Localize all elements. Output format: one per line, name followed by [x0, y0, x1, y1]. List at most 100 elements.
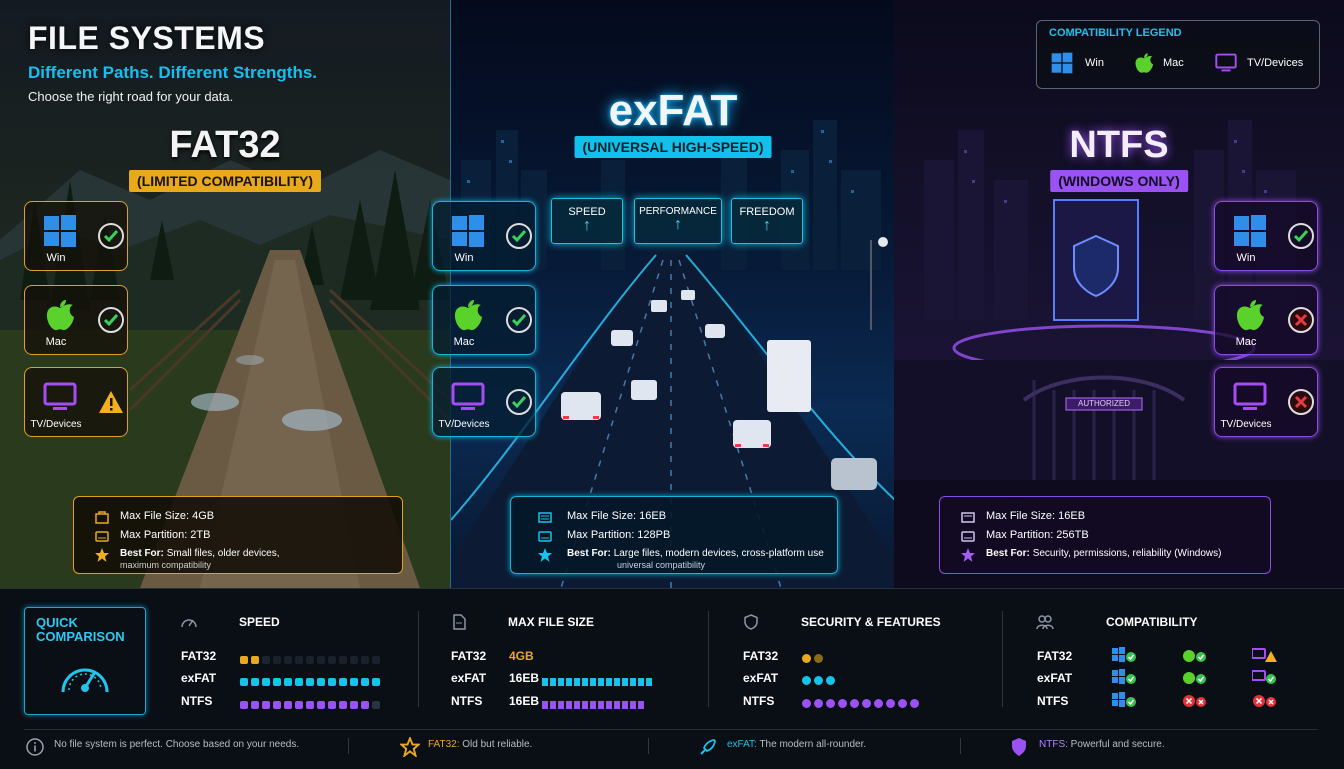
check-icon — [506, 307, 532, 333]
file-size-segment-ntfs — [638, 701, 644, 709]
speed-bar-ntfs — [240, 696, 383, 709]
star-icon — [95, 548, 109, 562]
qc-title-2: COMPARISON — [36, 629, 125, 644]
compat-cell-exfat-apple — [1182, 669, 1208, 691]
partition-icon — [961, 531, 975, 542]
speed-segment-fat32 — [306, 656, 314, 664]
mfs-name-exfat: exFAT — [451, 671, 487, 685]
speed-segment-fat32 — [251, 656, 259, 664]
file-size-segment-exfat — [566, 678, 572, 686]
fat32-tv-card: TV/Devices — [24, 367, 128, 437]
footer-exfat: exFAT: The modern all-rounder. — [727, 739, 866, 750]
footer-exfat-text: The modern all-rounder. — [759, 739, 867, 750]
fat32-mac-card: Mac — [24, 285, 128, 355]
legend-tv: TV/Devices — [1247, 57, 1304, 69]
speed-segment-ntfs — [240, 701, 248, 709]
speed-segment-fat32 — [350, 656, 358, 664]
ntfs-tv-card: TV/Devices — [1214, 367, 1318, 437]
speed-segment-exfat — [350, 678, 358, 686]
speed-header: SPEED — [239, 615, 280, 629]
footer-ntfs-label: NTFS: — [1039, 739, 1068, 750]
sec-name-exfat: exFAT — [743, 671, 779, 685]
check-icon — [506, 389, 532, 415]
divider — [418, 611, 419, 707]
shield-icon — [744, 614, 758, 630]
file-size-segment-ntfs — [558, 701, 564, 709]
exfat-max-file-size: Max File Size: 16EB — [567, 510, 667, 522]
legend-mac: Mac — [1163, 57, 1184, 69]
file-size-icon — [538, 512, 552, 523]
file-size-segment-ntfs — [614, 701, 620, 709]
speed-name-ntfs: NTFS — [181, 694, 213, 708]
speed-name-exfat: exFAT — [181, 671, 217, 685]
exfat-tv-card: TV/Devices — [432, 367, 536, 437]
fat32-best-for: Small files, older devices, — [166, 548, 280, 559]
compatibility-legend: COMPATIBILITY LEGEND Win Mac TV/Devices — [1036, 20, 1320, 89]
fat32-mac-label: Mac — [45, 336, 67, 348]
quick-comparison-bar: QUICK COMPARISON SPEED FAT32 exFAT NTFS M… — [0, 588, 1344, 769]
ntfs-win-card: Win — [1214, 201, 1318, 271]
speed-segment-exfat — [372, 678, 380, 686]
compat-name-fat32: FAT32 — [1037, 649, 1073, 663]
ntfs-best-for-row: Best For: Security, permissions, reliabi… — [986, 548, 1221, 559]
fat32-max-partition: Max Partition: 2TB — [120, 529, 211, 541]
ntfs-mac-card: Mac — [1214, 285, 1318, 355]
exfat-title: exFAT — [608, 86, 738, 135]
footer-divider — [648, 738, 649, 754]
page-subtitle: Different Paths. Different Strengths. — [28, 63, 318, 82]
file-size-segment-ntfs — [598, 701, 604, 709]
quick-comparison-badge: QUICK COMPARISON — [24, 607, 146, 715]
file-size-segment-exfat — [582, 678, 588, 686]
tv-icon — [1215, 53, 1237, 72]
security-dot-ntfs — [802, 699, 811, 708]
ntfs-info-box: Max File Size: 16EB Max Partition: 256TB… — [939, 496, 1271, 574]
gate-sign-text: AUTHORIZED — [1078, 399, 1130, 408]
exfat-info-box: Max File Size: 16EB Max Partition: 128PB… — [510, 496, 838, 574]
speed-segment-fat32 — [273, 656, 281, 664]
file-size-segment-ntfs — [550, 701, 556, 709]
exfat-best-for-2: universal compatibility — [617, 560, 706, 570]
file-size-segment-exfat — [574, 678, 580, 686]
file-size-segment-exfat — [590, 678, 596, 686]
feature-speed: SPEED ↑ — [551, 198, 623, 244]
qc-title-1: QUICK — [36, 615, 78, 630]
compat-cell-exfat-tv — [1251, 669, 1278, 691]
mfs-name-fat32: FAT32 — [451, 649, 487, 663]
tv-icon — [451, 382, 485, 410]
speedometer-icon — [61, 668, 109, 693]
security-dot-ntfs — [814, 699, 823, 708]
security-dot-ntfs — [850, 699, 859, 708]
ntfs-tag: (WINDOWS ONLY) — [1050, 170, 1188, 192]
exfat-best-for: Large files, modern devices, cross-platf… — [613, 548, 824, 559]
footer-fat32-text: Old but reliable. — [462, 739, 533, 750]
file-size-segment-ntfs — [582, 701, 588, 709]
compat-cell-exfat-windows — [1112, 669, 1138, 691]
speed-segment-ntfs — [361, 701, 369, 709]
security-dots-exfat — [802, 672, 838, 685]
speed-segment-fat32 — [295, 656, 303, 664]
arrow-up-icon: ↑ — [763, 217, 771, 234]
security-dot-ntfs — [826, 699, 835, 708]
fat32-win-label: Win — [46, 252, 66, 264]
speed-segment-ntfs — [251, 701, 259, 709]
cross-icon — [1288, 307, 1314, 333]
speed-segment-ntfs — [328, 701, 336, 709]
file-size-segment-exfat — [558, 678, 564, 686]
exfat-tv-label: TV/Devices — [438, 419, 490, 430]
ntfs-best-for: Security, permissions, reliability (Wind… — [1032, 548, 1222, 559]
speed-segment-exfat — [339, 678, 347, 686]
security-dot-ntfs — [838, 699, 847, 708]
apple-icon — [1236, 300, 1264, 331]
header: FILE SYSTEMS Different Paths. Different … — [28, 20, 317, 104]
feature-speed-label: SPEED — [568, 206, 606, 218]
fat32-tag: (LIMITED COMPATIBILITY) — [128, 170, 322, 192]
file-size-segment-exfat — [622, 678, 628, 686]
feature-freedom-label: FREEDOM — [739, 206, 795, 218]
divider — [1002, 611, 1003, 707]
fat32-max-file-size: Max File Size: 4GB — [120, 510, 215, 522]
footer-ntfs-text: Powerful and secure. — [1070, 739, 1165, 750]
security-dot-fat32 — [814, 654, 823, 663]
speed-bar-exfat — [240, 673, 383, 686]
security-dot-ntfs — [910, 699, 919, 708]
ntfs-max-partition: Max Partition: 256TB — [986, 529, 1089, 541]
